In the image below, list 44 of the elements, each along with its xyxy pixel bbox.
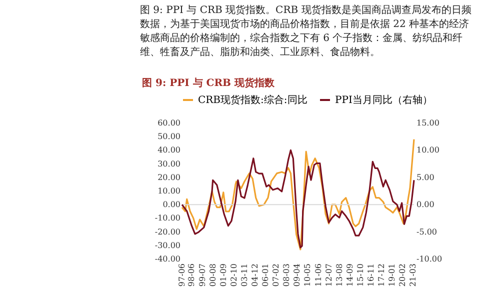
x-tick-label: 17-12 bbox=[377, 264, 386, 287]
y-tick-label: -30.00 bbox=[154, 240, 180, 250]
x-tick-label: 20-02 bbox=[398, 264, 408, 287]
y-tick-label: 10.00 bbox=[158, 186, 180, 196]
x-tick-label: 10-05 bbox=[303, 264, 312, 287]
y-tick-label: 0.00 bbox=[162, 200, 180, 210]
x-tick-label: 15-10 bbox=[356, 264, 365, 287]
y-tick-label: 60.00 bbox=[158, 118, 180, 128]
y2-tick-label: 10.00 bbox=[416, 146, 440, 155]
x-tick-label: 16-11 bbox=[366, 264, 376, 287]
x-tick-label: 09-04 bbox=[292, 264, 302, 287]
y-tick-label: 30.00 bbox=[158, 159, 180, 168]
legend-label: CRB现货指数:综合:同比 bbox=[198, 94, 308, 106]
x-tick-label: 06-01 bbox=[261, 264, 270, 287]
x-tick-label: 14-09 bbox=[345, 264, 354, 287]
y2-tick-label: 15.00 bbox=[416, 118, 440, 128]
x-tick-label: 97-06 bbox=[178, 264, 186, 287]
y2-tick-label: 5.00 bbox=[416, 172, 434, 182]
y-tick-label: -40.00 bbox=[154, 254, 180, 264]
x-tick-label: 12-07 bbox=[324, 264, 334, 287]
x-tick-label: 07-02 bbox=[272, 264, 281, 287]
y-tick-label: -20.00 bbox=[154, 227, 180, 236]
y2-tick-label: -5.00 bbox=[416, 227, 438, 236]
x-tick-label: 99-07 bbox=[198, 264, 207, 287]
x-tick-label: 08-03 bbox=[282, 264, 292, 287]
x-tick-label: 13-08 bbox=[334, 264, 344, 287]
y2-tick-label: 0.00 bbox=[416, 200, 434, 210]
x-tick-label: 01-09 bbox=[218, 264, 228, 287]
x-tick-label: 02-10 bbox=[229, 264, 238, 287]
y-tick-label: 50.00 bbox=[158, 132, 180, 142]
x-tick-label: 11-06 bbox=[314, 264, 323, 287]
y2-tick-label: -10.00 bbox=[416, 254, 442, 264]
chart-title: 图 9: PPI 与 CRB 现货指数 bbox=[142, 76, 274, 90]
y-tick-label: 20.00 bbox=[158, 172, 180, 182]
x-tick-label: 00-08 bbox=[208, 264, 218, 287]
legend-label: PPI当月同比（右轴） bbox=[335, 94, 432, 106]
x-tick-label: 03-11 bbox=[240, 264, 249, 287]
x-tick-label: 04-12 bbox=[250, 264, 260, 287]
caption: 图 9: PPI 与 CRB 现货指数。CRB 现货指数是美国商品调查局发布的日频数据，为基于美国现货市场的商品价格指数，目前是依据 22 种基本的经济敏感商品的价格编制的，综合指数之下有 6 个子指数：金属、纺织品和纤维、牲畜及产品、脂肪和油类、工业原料、食品物料。 bbox=[140, 4, 472, 60]
x-tick-label: 19-01 bbox=[388, 264, 397, 287]
y-tick-label: -10.00 bbox=[154, 214, 180, 223]
x-tick-label: 98-06 bbox=[187, 264, 196, 287]
x-tick-label: 21-03 bbox=[408, 264, 418, 287]
y-tick-label: 40.00 bbox=[158, 146, 180, 155]
